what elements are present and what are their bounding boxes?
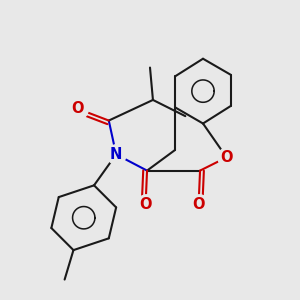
Text: O: O (220, 150, 233, 165)
Text: O: O (192, 197, 205, 212)
Text: O: O (139, 197, 152, 212)
Text: O: O (72, 101, 84, 116)
Text: N: N (110, 147, 122, 162)
